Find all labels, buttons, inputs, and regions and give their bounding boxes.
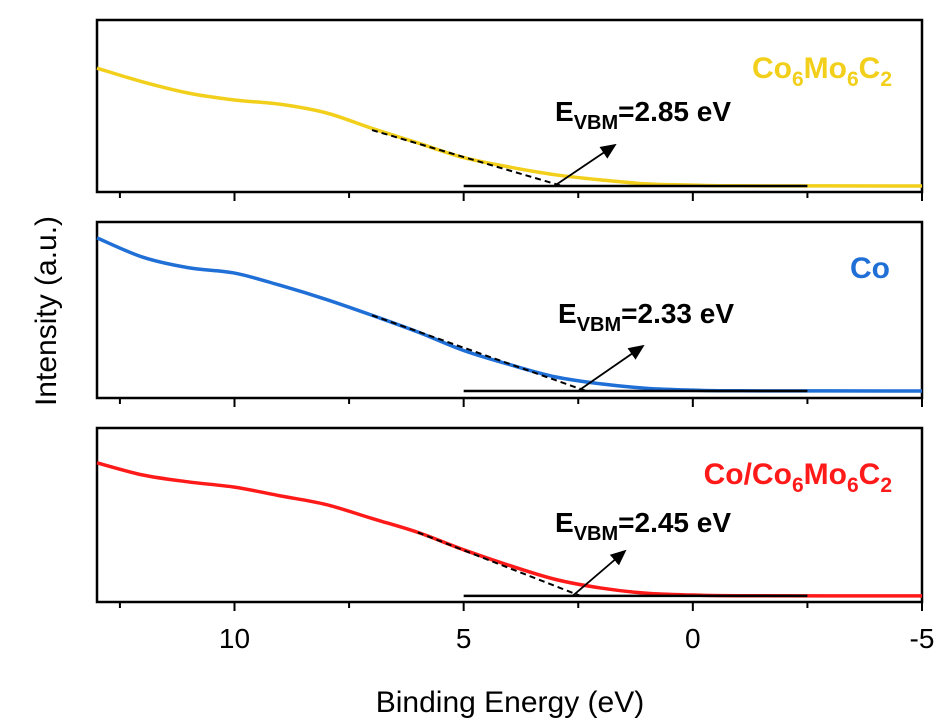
- label-subscript: 2: [880, 474, 892, 497]
- sample-label: Co/Co6Mo6C2: [704, 458, 892, 497]
- evbm-value: =2.45 eV: [618, 507, 731, 538]
- label-text: Mo: [804, 52, 847, 85]
- evbm-annotation: EVBM=2.33 eV: [558, 298, 734, 336]
- evbm-annotation: EVBM=2.45 eV: [555, 507, 731, 545]
- panel-frame: [95, 18, 924, 194]
- tangent-line: [371, 314, 587, 392]
- sample-label: Co6Mo6C2: [752, 52, 892, 91]
- evbm-symbol: E: [555, 507, 574, 538]
- x-tick-label: 10: [219, 623, 250, 654]
- evbm-value: =2.33 eV: [621, 298, 734, 329]
- evbm-subscript: VBM: [574, 523, 618, 545]
- spectrum-line: [96, 236, 923, 393]
- label-text: Co/Co: [704, 458, 792, 491]
- label-subscript: 6: [847, 68, 859, 91]
- x-tick-label: 0: [685, 623, 701, 654]
- panel-frame: [95, 220, 924, 400]
- tangent-line: [371, 129, 563, 187]
- y-axis-label: Intensity (a.u.): [30, 216, 63, 406]
- label-subscript: 6: [792, 474, 804, 497]
- label-text: C: [859, 52, 881, 85]
- panel-frame: [95, 426, 924, 604]
- tangent-line: [417, 531, 581, 597]
- panel-1: EVBM=2.33 eV Co: [95, 220, 924, 407]
- label-text: Co: [752, 52, 792, 85]
- sample-label: Co: [850, 252, 890, 285]
- evbm-subscript: VBM: [577, 314, 621, 336]
- evbm-symbol: E: [555, 96, 574, 127]
- label-subscript: 6: [792, 68, 804, 91]
- evbm-arrow: [571, 549, 627, 597]
- evbm-arrow: [577, 344, 645, 392]
- label-subscript: 2: [880, 68, 892, 91]
- evbm-arrow: [553, 143, 617, 187]
- x-tick-label: -5: [910, 623, 935, 654]
- evbm-subscript: VBM: [574, 112, 618, 134]
- label-text: C: [859, 458, 881, 491]
- evbm-symbol: E: [558, 298, 577, 329]
- evbm-value: =2.85 eV: [618, 96, 731, 127]
- x-tick-label: 5: [456, 623, 472, 654]
- label-subscript: 6: [847, 474, 859, 497]
- label-text: Co: [850, 252, 890, 285]
- x-axis-label: Binding Energy (eV): [376, 686, 644, 719]
- evbm-annotation: EVBM=2.85 eV: [555, 96, 731, 134]
- label-text: Mo: [804, 458, 847, 491]
